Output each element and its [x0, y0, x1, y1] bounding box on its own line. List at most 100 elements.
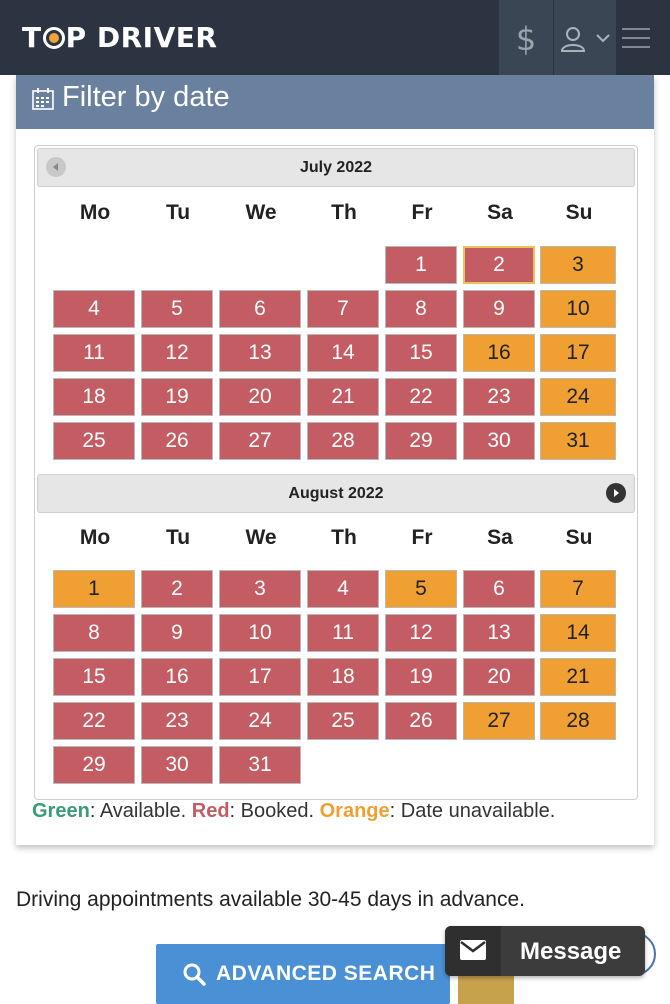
- legend-red-label: Red: [191, 800, 230, 822]
- calendar-day[interactable]: 7: [307, 290, 379, 328]
- calendar-day[interactable]: 12: [385, 614, 457, 652]
- availability-note: Driving appointments available 30-45 day…: [16, 888, 525, 911]
- calendar-day[interactable]: 2: [141, 570, 213, 608]
- calendar-day[interactable]: 13: [463, 614, 535, 652]
- panel-title: Filter by date: [62, 81, 230, 113]
- calendar-day[interactable]: 14: [540, 614, 616, 652]
- calendar-day[interactable]: 28: [540, 702, 616, 740]
- message-widget[interactable]: Message: [445, 926, 645, 976]
- calendar-day[interactable]: 5: [385, 570, 457, 608]
- dollar-icon: $: [515, 20, 537, 58]
- previous-month-button[interactable]: [46, 157, 66, 177]
- calendar-day[interactable]: 29: [385, 422, 457, 460]
- calendar-day[interactable]: 9: [141, 614, 213, 652]
- weekday-header: We: [245, 526, 277, 549]
- calendar-day[interactable]: 23: [141, 702, 213, 740]
- arrow-right-icon: [614, 489, 619, 497]
- calendar-day[interactable]: 1: [53, 570, 135, 608]
- calendar-day[interactable]: 7: [540, 570, 616, 608]
- calendar-day[interactable]: 19: [141, 378, 213, 416]
- calendar-day[interactable]: 8: [385, 290, 457, 328]
- hamburger-menu-button[interactable]: [615, 0, 670, 75]
- weekday-header: Fr: [411, 526, 433, 549]
- pricing-button[interactable]: $: [499, 0, 553, 75]
- calendar-day[interactable]: 31: [219, 746, 301, 784]
- calendar-day[interactable]: 22: [385, 378, 457, 416]
- calendar-icon: [32, 88, 54, 110]
- calendar-day[interactable]: 19: [385, 658, 457, 696]
- calendar-day[interactable]: 4: [307, 570, 379, 608]
- calendar-day[interactable]: 20: [463, 658, 535, 696]
- calendar-day[interactable]: 17: [540, 334, 616, 372]
- calendar-day[interactable]: 6: [219, 290, 301, 328]
- calendar-day[interactable]: 25: [307, 702, 379, 740]
- calendar-day[interactable]: 14: [307, 334, 379, 372]
- calendar-day[interactable]: 8: [53, 614, 135, 652]
- calendar-day[interactable]: 26: [141, 422, 213, 460]
- calendar-day[interactable]: 18: [53, 378, 135, 416]
- calendar-day[interactable]: 2: [463, 246, 535, 284]
- calendar-day[interactable]: 5: [141, 290, 213, 328]
- calendar-day[interactable]: 9: [463, 290, 535, 328]
- weekday-header: Tu: [165, 526, 191, 549]
- calendar-day[interactable]: 20: [219, 378, 301, 416]
- calendar-day[interactable]: 11: [53, 334, 135, 372]
- hamburger-menu-icon: [622, 28, 650, 48]
- calendar-container: [34, 145, 638, 800]
- calendar-day[interactable]: 21: [540, 658, 616, 696]
- calendar-day[interactable]: 30: [141, 746, 213, 784]
- advanced-search-button[interactable]: ADVANCED SEARCH: [156, 944, 450, 1004]
- calendar-day[interactable]: 12: [141, 334, 213, 372]
- month-header-july: July 2022: [37, 148, 635, 187]
- weekday-header: We: [245, 201, 277, 224]
- weekday-header: Su: [565, 201, 593, 224]
- chevron-down-icon: [596, 34, 610, 43]
- calendar-day[interactable]: 22: [53, 702, 135, 740]
- calendar-day[interactable]: 13: [219, 334, 301, 372]
- weekday-header: Sa: [487, 526, 513, 549]
- envelope-box: [445, 926, 501, 976]
- calendar-day[interactable]: 29: [53, 746, 135, 784]
- calendar-day[interactable]: 17: [219, 658, 301, 696]
- weekday-header: Th: [331, 201, 357, 224]
- calendar-day[interactable]: 10: [219, 614, 301, 652]
- calendar-day[interactable]: 24: [219, 702, 301, 740]
- next-month-button[interactable]: [606, 483, 626, 503]
- month-title: July 2022: [299, 159, 373, 176]
- calendar-day[interactable]: 4: [53, 290, 135, 328]
- calendar-day[interactable]: 31: [540, 422, 616, 460]
- calendar-day[interactable]: 1: [385, 246, 457, 284]
- calendar-day[interactable]: 23: [463, 378, 535, 416]
- user-icon: [560, 27, 586, 52]
- calendar-day[interactable]: 24: [540, 378, 616, 416]
- filter-by-date-panel: Filter by date July 2022 August 2022 Mo T…: [16, 75, 654, 845]
- calendar-day[interactable]: 28: [307, 422, 379, 460]
- calendar-day[interactable]: 26: [385, 702, 457, 740]
- weekday-header: Fr: [411, 201, 433, 224]
- account-menu-button[interactable]: [553, 0, 616, 75]
- month-header-august: August 2022: [37, 474, 635, 513]
- calendar-day[interactable]: 10: [540, 290, 616, 328]
- message-label: Message: [520, 938, 622, 965]
- calendar-day[interactable]: 21: [307, 378, 379, 416]
- weekday-header: Su: [565, 526, 593, 549]
- legend-green-label: Green: [32, 800, 90, 822]
- calendar-day[interactable]: 11: [307, 614, 379, 652]
- calendar-day[interactable]: 3: [540, 246, 616, 284]
- calendar-day[interactable]: 30: [463, 422, 535, 460]
- calendar-day[interactable]: 3: [219, 570, 301, 608]
- calendar-day[interactable]: 15: [385, 334, 457, 372]
- calendar-day[interactable]: 16: [141, 658, 213, 696]
- calendar-day[interactable]: 27: [219, 422, 301, 460]
- calendar-day[interactable]: 15: [53, 658, 135, 696]
- calendar-day[interactable]: 27: [463, 702, 535, 740]
- envelope-icon: [460, 940, 486, 960]
- weekday-header: Mo: [79, 526, 111, 549]
- calendar-day[interactable]: 16: [463, 334, 535, 372]
- calendar-day[interactable]: 6: [463, 570, 535, 608]
- legend-red-text: : Booked.: [229, 800, 315, 822]
- calendar-day[interactable]: 18: [307, 658, 379, 696]
- calendar-day[interactable]: 25: [53, 422, 135, 460]
